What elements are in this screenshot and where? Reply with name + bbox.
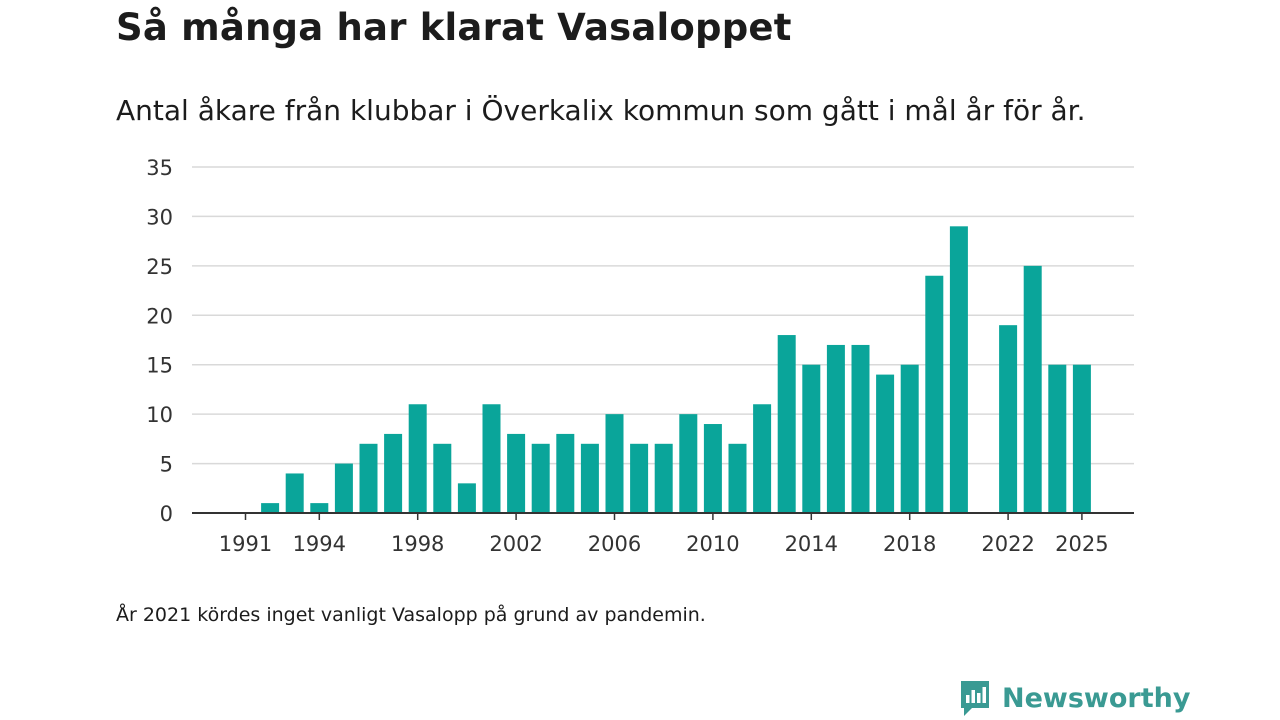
bars: [261, 226, 1091, 514]
bar: [1072, 364, 1091, 513]
x-tick-label: 1994: [293, 532, 346, 556]
y-tick-label: 35: [146, 156, 173, 180]
x-tick-label: 2010: [686, 532, 739, 556]
bar: [359, 443, 378, 513]
x-tick-label: 2022: [981, 532, 1034, 556]
bar: [482, 404, 501, 513]
y-axis-ticks: 0 5 10 15 20 25 30 35: [146, 156, 173, 526]
bar: [949, 226, 968, 514]
bar: [703, 424, 722, 513]
chart-title: Så många har klarat Vasaloppet: [116, 6, 792, 49]
y-tick-label: 15: [146, 354, 173, 378]
x-tick-label: 2014: [785, 532, 838, 556]
y-tick-label: 25: [146, 255, 173, 279]
brand-logo[interactable]: Newsworthy: [958, 678, 1190, 718]
x-tick-label: 2002: [489, 532, 542, 556]
x-tick-label: 1991: [219, 532, 272, 556]
y-tick-label: 20: [146, 304, 173, 328]
gridlines: [192, 166, 1134, 465]
bar: [261, 503, 280, 513]
bar: [310, 503, 329, 513]
bar: [900, 364, 919, 513]
bar: [630, 443, 649, 513]
bar: [1048, 364, 1067, 513]
bar: [384, 433, 403, 513]
bar: [654, 443, 673, 513]
bar: [285, 473, 304, 513]
bar: [802, 364, 821, 513]
bar: [925, 275, 944, 513]
bar: [457, 483, 476, 513]
bar: [1023, 265, 1042, 513]
bar: [605, 414, 624, 513]
bar: [679, 414, 698, 513]
x-tick-label: 2006: [588, 532, 641, 556]
bar: [334, 463, 353, 513]
chart-subtitle: Antal åkare från klubbar i Överkalix kom…: [116, 94, 1086, 127]
x-axis-ticks: 1991 1994 1998 2002 2006 2010 2014 2018 2022 2025: [219, 513, 1109, 556]
x-tick-label: 2018: [883, 532, 936, 556]
bar: [826, 344, 845, 513]
y-tick-label: 30: [146, 205, 173, 229]
y-tick-label: 0: [160, 502, 173, 526]
y-tick-label: 10: [146, 403, 173, 427]
bar: [777, 335, 796, 513]
bar: [556, 433, 575, 513]
bar: [507, 433, 526, 513]
bar: [851, 344, 870, 513]
y-tick-label: 5: [160, 453, 173, 477]
bar: [728, 443, 747, 513]
bar: [580, 443, 599, 513]
bar: [753, 404, 772, 513]
x-tick-label: 1998: [391, 532, 444, 556]
newsworthy-logo-icon: [961, 681, 989, 716]
x-tick-label: 2025: [1055, 532, 1108, 556]
brand-name: Newsworthy: [1002, 682, 1191, 714]
bar: [433, 443, 452, 513]
bar: [408, 404, 427, 513]
bar: [531, 443, 550, 513]
bar: [876, 374, 895, 513]
footnote: År 2021 kördes inget vanligt Vasalopp på…: [116, 604, 706, 626]
bar: [999, 325, 1018, 513]
